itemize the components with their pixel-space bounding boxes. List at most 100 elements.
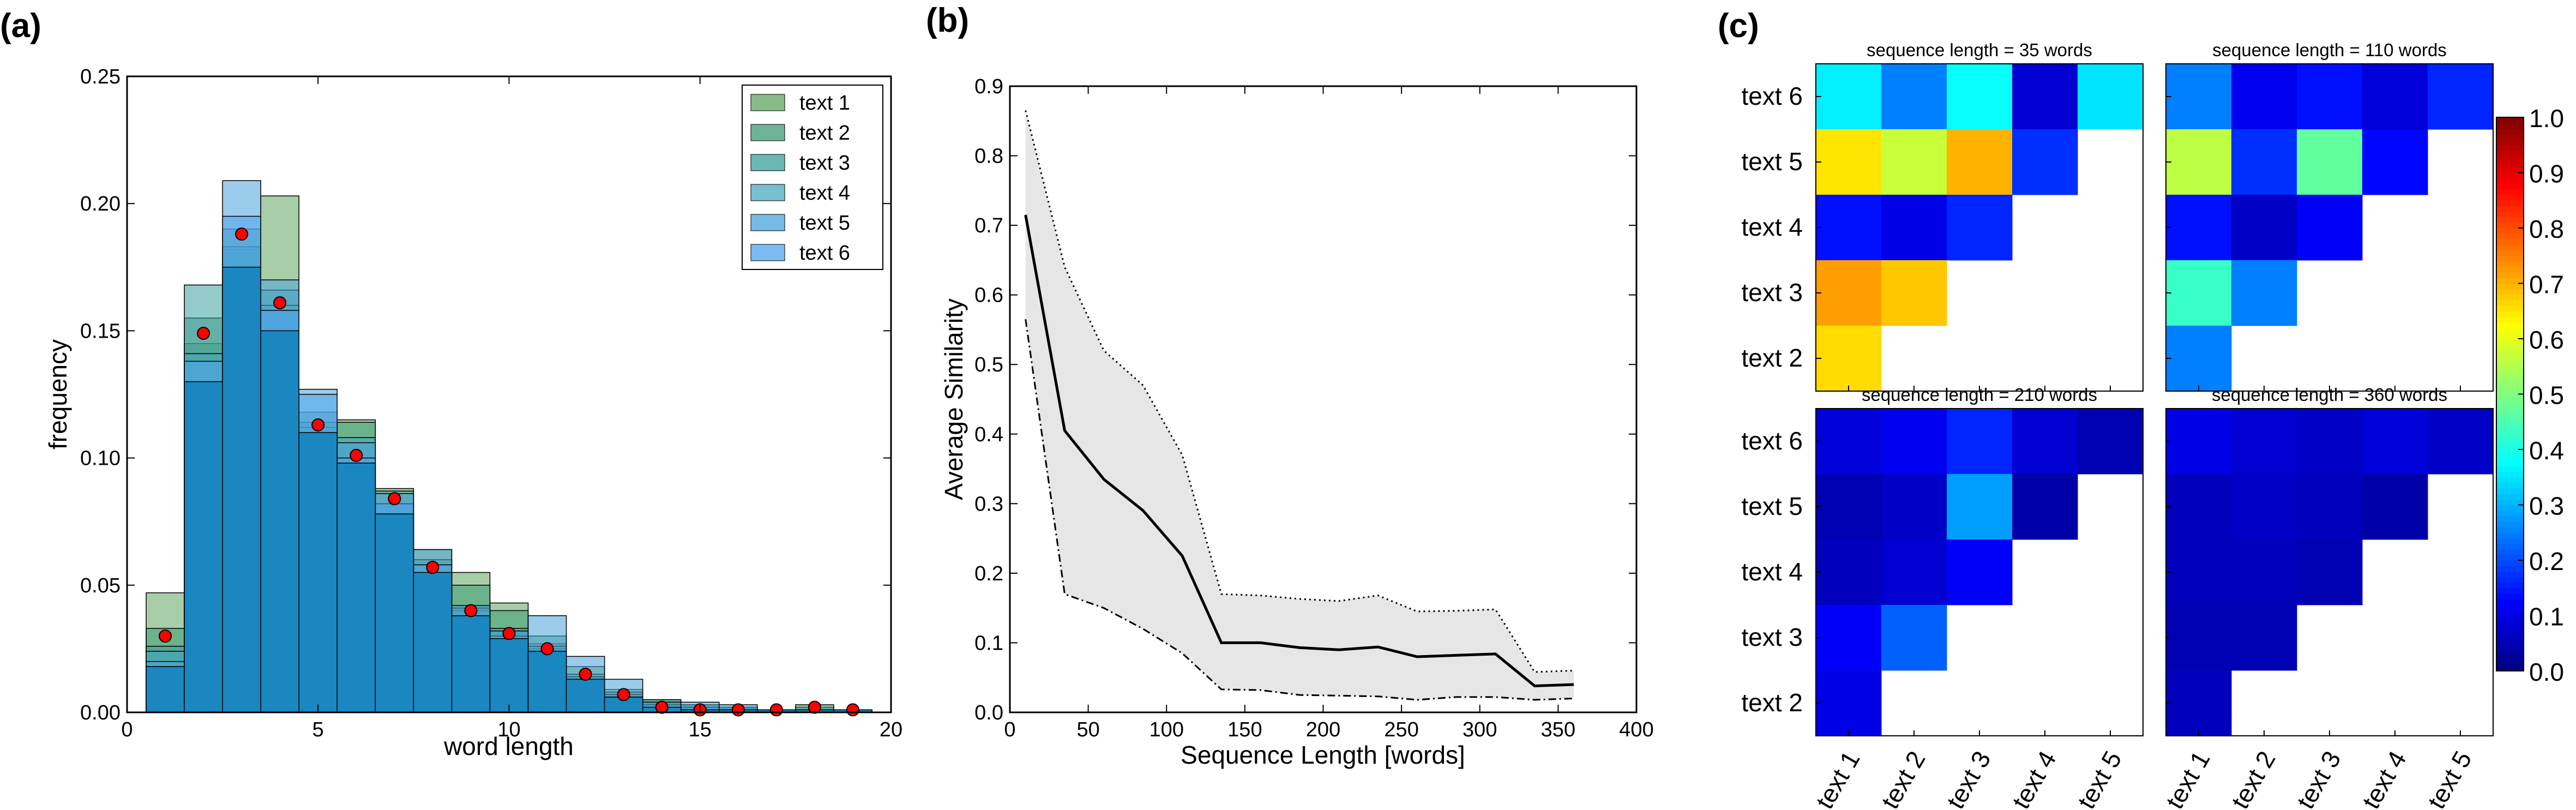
heatmap-cell-1-0-1: [2231, 64, 2297, 130]
heatmap-cell-3-1-2: [2297, 474, 2363, 540]
colorbar: 0.0 0.1 0.2 0.3 0.4 0.5 0.6 0.7 0.8 0.9 1.0: [2496, 104, 2564, 686]
heatmap-col-label-2-1: text 2: [1875, 746, 1930, 810]
mean-marker-4: [311, 418, 325, 431]
colorbar-segment-24: [2496, 532, 2524, 538]
colorbar-label-2: 0.2: [2529, 547, 2564, 575]
histogram-overlap-b2: [222, 267, 261, 713]
heatmap-cell-0-0-0: [1816, 64, 1882, 130]
panel-label-b: (b): [926, 2, 969, 39]
colorbar-segment-2: [2496, 654, 2524, 661]
heatmap-cell-1-4-0: [2166, 326, 2232, 392]
colorbar-segment-38: [2496, 455, 2524, 461]
heatmap-cell-2-0-3: [2012, 409, 2078, 475]
heatmap-cell-3-2-2: [2297, 539, 2363, 605]
heatmap-cell-1-2-2: [2297, 195, 2363, 261]
colorbar-segment-53: [2496, 371, 2524, 378]
heatmap-col-label-3-1: text 2: [2225, 746, 2280, 810]
colorbar-segment-68: [2496, 289, 2524, 295]
histogram-overlap-b6: [375, 513, 414, 713]
colorbar-segment-59: [2496, 339, 2524, 345]
sim-xtick-label-1: 50: [1076, 718, 1099, 741]
colorbar-label-6: 0.6: [2529, 326, 2564, 354]
colorbar-segment-71: [2496, 272, 2524, 278]
heatmap-col-label-2-2: text 3: [1941, 746, 1996, 810]
colorbar-segment-56: [2496, 355, 2524, 362]
colorbar-segment-84: [2496, 200, 2524, 206]
colorbar-segment-66: [2496, 299, 2524, 306]
mean-marker-18: [846, 703, 859, 717]
heatmap-cell-0-1-1: [1881, 129, 1947, 195]
colorbar-segment-55: [2496, 361, 2524, 367]
colorbar-segment-37: [2496, 460, 2524, 467]
colorbar-segment-75: [2496, 250, 2524, 256]
sim-xtick-label-6: 300: [1462, 718, 1497, 741]
colorbar-segment-39: [2496, 449, 2524, 455]
heatmap-cell-2-1-0: [1816, 474, 1882, 540]
histogram-overlap-b10: [527, 651, 567, 713]
legend-box: [742, 85, 883, 270]
colorbar-segment-89: [2496, 172, 2524, 179]
colorbar-segment-45: [2496, 416, 2524, 422]
colorbar-segment-8: [2496, 621, 2524, 627]
legend-swatch-2: [750, 154, 785, 171]
heatmap-cell-1-2-1: [2231, 195, 2297, 261]
sim-xtick-label-3: 150: [1227, 718, 1262, 741]
heatmap-cell-2-4-0: [1816, 670, 1882, 736]
colorbar-segment-9: [2496, 615, 2524, 622]
heatmap-cell-0-0-3: [2012, 64, 2078, 130]
colorbar-segment-33: [2496, 482, 2524, 489]
hist-xtick-label-0: 0: [121, 718, 133, 741]
histogram-overlap-b1: [184, 381, 223, 713]
heatmap-cell-2-1-2: [1947, 474, 2013, 540]
histogram-overlap-b4: [298, 432, 338, 713]
heatmap-col-label-2-0: text 1: [1810, 746, 1865, 810]
heatmap-cell-0-2-2: [1947, 195, 2013, 261]
heatmap-col-label-2-4: text 5: [2072, 746, 2127, 810]
mean-marker-6: [388, 492, 401, 506]
heatmap-cell-0-1-3: [2012, 129, 2078, 195]
heatmap-cell-3-0-0: [2166, 409, 2232, 475]
colorbar-segment-73: [2496, 261, 2524, 267]
histogram-overlap-b9: [489, 638, 529, 713]
colorbar-segment-64: [2496, 311, 2524, 317]
colorbar-segment-82: [2496, 211, 2524, 218]
colorbar-segment-98: [2496, 123, 2524, 129]
colorbar-segment-54: [2496, 366, 2524, 373]
colorbar-segment-16: [2496, 577, 2524, 583]
heatmap-cell-1-0-2: [2297, 64, 2363, 130]
colorbar-segment-3: [2496, 649, 2524, 655]
legend-label-0: text 1: [799, 92, 850, 115]
heatmap-cell-0-2-0: [1816, 195, 1882, 261]
sim-ytick-label-0: 0.0: [974, 701, 1003, 724]
colorbar-segment-14: [2496, 587, 2524, 594]
heatmap-cell-1-0-3: [2362, 64, 2428, 130]
colorbar-segment-31: [2496, 494, 2524, 500]
histogram-overlap-b11: [565, 679, 605, 713]
heatmap-cell-2-2-0: [1816, 539, 1882, 605]
heatmap-cell-2-0-2: [1947, 409, 2013, 475]
heatmap-cell-0-0-4: [2078, 64, 2144, 130]
colorbar-segment-51: [2496, 383, 2524, 389]
similarity-ylabel: Average Similarity: [940, 298, 968, 500]
histogram-legend: text 1 text 2 text 3 text 4 text 5 text 6: [742, 85, 883, 270]
heatmap-cell-3-0-4: [2428, 409, 2494, 475]
sim-ytick-label-8: 0.8: [974, 145, 1003, 168]
colorbar-segment-5: [2496, 638, 2524, 644]
sim-xtick-label-5: 250: [1384, 718, 1418, 741]
hist-ytick-label-2: 0.10: [80, 447, 121, 470]
colorbar-segment-25: [2496, 527, 2524, 533]
heatmap-cell-3-3-0: [2166, 605, 2232, 671]
heatmap-cell-1-1-2: [2297, 129, 2363, 195]
heatmap-cell-2-0-1: [1881, 409, 1947, 475]
heatmap-cell-3-1-1: [2231, 474, 2297, 540]
mean-marker-17: [808, 700, 821, 714]
hist-xtick-label-2: 10: [497, 718, 520, 741]
hist-xtick-label-4: 20: [880, 718, 902, 741]
heatmap-row-label-0-2: text 4: [1741, 213, 1803, 241]
colorbar-segment-88: [2496, 178, 2524, 184]
heatmap-cell-1-1-0: [2166, 129, 2232, 195]
colorbar-segment-79: [2496, 228, 2524, 234]
legend-swatch-4: [750, 214, 785, 231]
colorbar-label-10: 1.0: [2529, 104, 2564, 133]
